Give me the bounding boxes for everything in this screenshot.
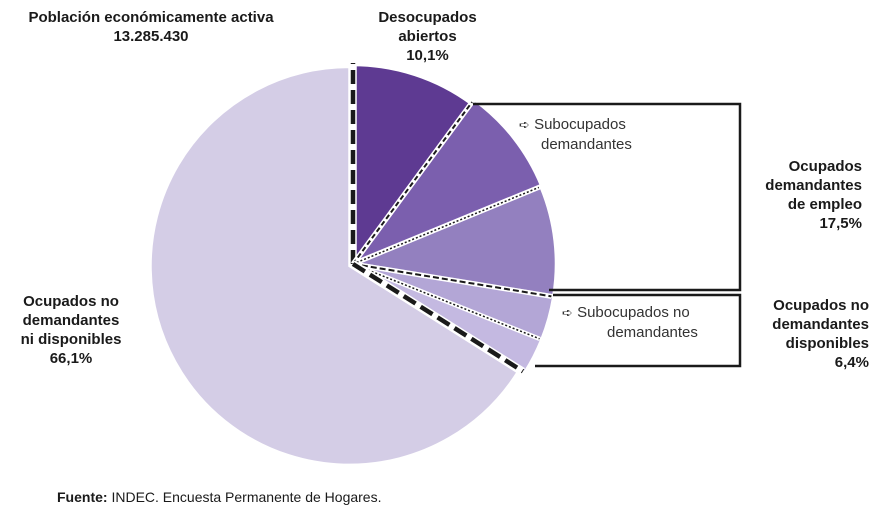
pie-slice <box>351 63 473 268</box>
label-desocupados-abiertos: Desocupados abiertos 10,1% <box>365 8 490 65</box>
total-title: Población económicamente activa 13.285.4… <box>6 8 296 46</box>
arrow-icon: ➪ <box>519 118 530 133</box>
label-line: Ocupados no <box>773 297 869 314</box>
label-ocupados-demandantes-empleo: Ocupados demandantes de empleo 17,5% <box>740 157 862 233</box>
pie-slice <box>352 186 558 298</box>
label-line: Subocupados no <box>577 304 690 321</box>
label-ocupados-no-demandantes-ni-disponibles: Ocupados no demandantes ni disponibles 6… <box>6 292 136 368</box>
total-title-text: Población económicamente activa <box>28 9 274 26</box>
label-line: abiertos <box>398 28 457 45</box>
slice-separator <box>352 186 540 265</box>
source-prefix: Fuente: <box>57 489 108 505</box>
slice-separator <box>352 263 552 298</box>
slice-separator <box>351 262 525 374</box>
pie-slice <box>149 65 520 467</box>
source-text: INDEC. Encuesta Permanente de Hogares. <box>107 489 382 505</box>
source-note: Fuente: INDEC. Encuesta Permanente de Ho… <box>57 489 381 505</box>
label-line: de empleo <box>787 196 862 213</box>
label-line: demandantes <box>22 312 120 329</box>
arrow-icon: ➪ <box>562 306 573 321</box>
label-subocupados-no-demandantes: ➪ Subocupados no demandantes <box>562 303 722 342</box>
label-subocupados-demandantes: ➪ Subocupados demandantes <box>519 115 659 154</box>
label-pct: 66,1% <box>49 350 93 367</box>
slice-separator <box>352 263 540 340</box>
label-pct: 10,1% <box>406 47 449 64</box>
bracket-ocupados-no-demandantes-disponibles <box>535 293 742 368</box>
label-pct: 17,5% <box>819 215 862 232</box>
label-line: Ocupados <box>788 158 862 175</box>
label-line: ni disponibles <box>20 331 122 348</box>
label-line: disponibles <box>785 335 869 352</box>
bracket-ocupados-demandantes <box>473 102 742 292</box>
label-line: demandantes <box>772 316 869 333</box>
label-pct: 6,4% <box>834 354 869 371</box>
slice-separator <box>352 101 473 265</box>
label-ocupados-no-demandantes-disponibles: Ocupados no demandantes disponibles 6,4% <box>745 296 869 372</box>
label-line: demandantes <box>607 324 698 341</box>
label-line: Desocupados <box>378 9 477 26</box>
total-value: 13.285.430 <box>113 28 189 45</box>
label-line: demandantes <box>765 177 862 194</box>
label-line: demandantes <box>541 136 632 153</box>
label-line: Ocupados no <box>23 293 119 310</box>
label-line: Subocupados <box>534 116 626 133</box>
